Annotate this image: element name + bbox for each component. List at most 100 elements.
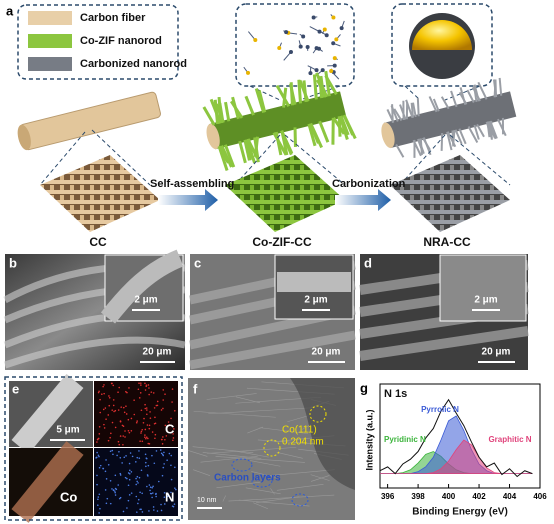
eds-dot — [145, 384, 148, 386]
tem-particle — [290, 378, 355, 490]
sample-label: NRA-CC — [423, 235, 471, 249]
eds-dot — [162, 389, 165, 391]
sample-label: CC — [89, 235, 107, 249]
eds-dot — [122, 425, 125, 428]
atom — [320, 68, 325, 73]
nanorod — [318, 120, 330, 143]
eds-dot — [138, 450, 140, 452]
nanorod — [446, 131, 453, 151]
eds-dot — [105, 502, 108, 505]
nanorod — [297, 79, 303, 104]
eds-dot — [95, 457, 97, 459]
scale-label: 2 μm — [474, 295, 497, 306]
eds-dot — [140, 384, 142, 386]
y-axis-label: Intensity (a.u.) — [364, 409, 374, 470]
eds-dot — [98, 455, 100, 458]
eds-dot — [130, 471, 133, 473]
eds-dot — [145, 465, 147, 468]
nanorod — [289, 83, 297, 106]
eds-dot — [147, 437, 149, 440]
eds-dot — [107, 439, 110, 442]
atom — [277, 46, 282, 51]
step-label: Carbonization — [332, 178, 406, 190]
eds-dot — [109, 479, 112, 482]
eds-dot — [98, 390, 100, 393]
nanorod — [477, 81, 488, 100]
eds-dot — [107, 414, 110, 416]
legend-swatch — [28, 57, 72, 71]
eds-dot — [163, 496, 166, 499]
eds-dot — [98, 512, 100, 514]
nanorod — [202, 106, 216, 126]
scale-label: 10 nm — [197, 497, 217, 504]
eds-dot — [99, 411, 102, 414]
eds-dot — [133, 413, 136, 416]
eds-dot — [119, 420, 122, 423]
eds-dot — [164, 438, 166, 441]
lattice — [202, 452, 262, 459]
eds-dot — [160, 438, 163, 441]
nanorod — [342, 114, 357, 140]
eds-dot — [108, 395, 110, 397]
nanorod — [386, 109, 395, 123]
eds-dot — [119, 456, 122, 459]
nanorod — [489, 120, 498, 139]
panel-label: f — [193, 381, 198, 396]
nanorod — [215, 103, 225, 124]
atom — [332, 56, 337, 61]
nra-fiber — [381, 77, 517, 158]
eds-dot — [145, 457, 148, 459]
nanorod — [223, 144, 236, 168]
eds-dot — [121, 462, 123, 464]
lattice — [245, 487, 281, 495]
eds-dot — [123, 411, 126, 414]
atom — [316, 46, 321, 51]
nanorod — [494, 79, 498, 98]
eds-dot — [102, 408, 105, 411]
scale-label: 2 μm — [304, 295, 327, 306]
eds-dot — [154, 433, 157, 436]
nanorod — [213, 99, 220, 125]
eds-dot — [136, 456, 139, 459]
eds-dot — [117, 484, 120, 486]
eds-dot — [144, 389, 147, 391]
eds-dot — [106, 497, 109, 500]
eds-dot — [122, 406, 125, 409]
eds-dot — [127, 429, 130, 432]
nanorod — [476, 123, 485, 138]
nanorod — [432, 98, 440, 112]
eds-dot — [128, 431, 131, 434]
eds-dot — [112, 399, 115, 401]
eds-dot — [161, 443, 164, 445]
eds-dot — [137, 482, 139, 484]
eds-dot — [118, 451, 120, 453]
eds-fiber — [11, 441, 84, 523]
legend-label: Co-ZIF nanorod — [80, 35, 162, 47]
fft-marker — [309, 405, 327, 423]
eds-dot — [149, 489, 151, 492]
eds-dot — [173, 503, 176, 505]
legend-label: Carbonized nanorod — [80, 58, 187, 70]
nanorod — [393, 108, 403, 122]
eds-dot — [145, 436, 148, 439]
eds-dot — [146, 424, 149, 426]
eds-dot — [97, 496, 100, 498]
nanorod — [243, 139, 251, 161]
eds-dot — [171, 388, 174, 390]
zif-network — [243, 14, 345, 80]
eds-dot — [155, 493, 157, 496]
eds-dot — [157, 480, 160, 483]
eds-dot — [140, 430, 143, 433]
map-label: N — [165, 489, 174, 504]
lattice — [248, 459, 281, 467]
nanorod — [253, 137, 260, 163]
nanorod — [497, 118, 507, 137]
eds-dot — [125, 405, 127, 407]
eds-dot — [108, 396, 111, 399]
eds-dot — [152, 485, 154, 488]
eds-dot — [154, 422, 157, 425]
eds-dot — [160, 452, 163, 455]
eds-dot — [161, 474, 164, 477]
eds-dot — [114, 491, 116, 494]
eds-dot — [125, 455, 127, 457]
